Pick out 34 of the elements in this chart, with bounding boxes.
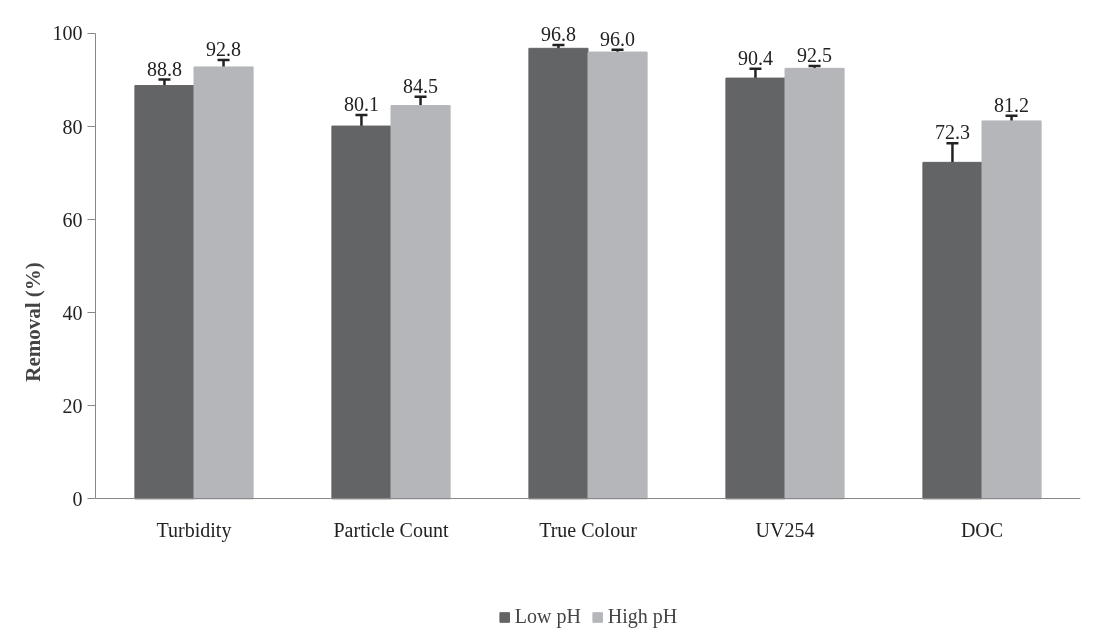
data-label: 81.2: [994, 93, 1030, 116]
y-tick-label: 60: [62, 208, 83, 231]
data-label: 96.0: [600, 27, 636, 50]
y-tick-label: 20: [62, 394, 83, 417]
bar: [331, 125, 392, 500]
x-tick-label: DOC: [960, 518, 1004, 541]
x-tick-label: True Colour: [539, 518, 638, 541]
bar: [981, 120, 1042, 500]
data-label: 90.4: [737, 46, 773, 69]
legend-label: Low pH: [514, 605, 581, 628]
bar: [528, 47, 589, 500]
data-label: 72.3: [934, 121, 970, 144]
bar: [134, 85, 195, 500]
y-tick-label: 0: [72, 487, 83, 510]
bar: [390, 105, 451, 500]
data-label: 92.5: [797, 44, 833, 67]
y-tick-label: 100: [52, 22, 83, 45]
y-tick-label: 40: [62, 301, 83, 324]
data-label: 92.8: [206, 37, 242, 60]
bar: [587, 51, 648, 500]
y-axis-title: Removal (%): [20, 262, 45, 382]
data-label: 88.8: [146, 57, 182, 80]
x-tick-label: UV254: [755, 518, 815, 541]
x-tick-label: Particle Count: [333, 518, 449, 541]
bar: [193, 66, 254, 500]
y-tick-label: 80: [62, 115, 83, 138]
data-label: 96.8: [540, 23, 576, 46]
bar: [725, 77, 786, 500]
x-tick-label: Turbidity: [156, 518, 232, 542]
legend-label: High pH: [607, 605, 678, 628]
bar: [922, 161, 983, 500]
bar: [784, 67, 845, 500]
data-label: 80.1: [343, 92, 379, 115]
data-label: 84.5: [403, 74, 439, 97]
